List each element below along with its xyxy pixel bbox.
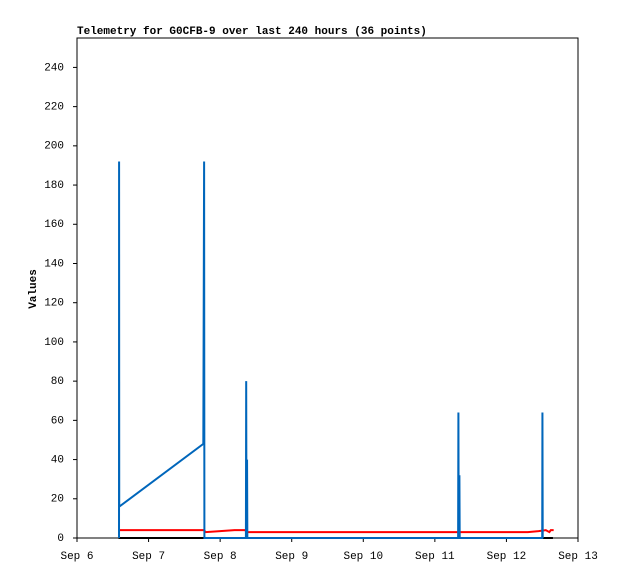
chart-title: Telemetry for G0CFB-9 over last 240 hour… [77,26,427,38]
y-tick-label: 200 [44,141,64,153]
y-axis-label: Values [28,269,40,309]
y-tick-label: 100 [44,337,64,349]
x-tick-label: Sep 13 [558,551,598,563]
y-tick-label: 160 [44,219,64,231]
x-tick-label: Sep 11 [415,551,455,563]
x-tick-label: Sep 8 [204,551,237,563]
y-tick-label: 40 [51,454,64,466]
x-tick-label: Sep 7 [132,551,165,563]
plot-frame [76,37,579,539]
y-tick-label: 220 [44,102,64,114]
x-tick-label: Sep 6 [60,551,93,563]
series-line [118,161,544,539]
y-tick-label: 120 [44,298,64,310]
x-tick-label: Sep 12 [487,551,527,563]
y-tick-label: 60 [51,415,64,427]
series-line [119,529,554,534]
y-tick-label: 80 [51,376,64,388]
x-tick-label: Sep 9 [275,551,308,563]
y-tick-label: 0 [57,533,64,545]
x-tick-label: Sep 10 [343,551,383,563]
y-tick-label: 180 [44,180,64,192]
y-tick-label: 20 [51,494,64,506]
y-tick-label: 140 [44,258,64,270]
y-tick-label: 240 [44,62,64,74]
